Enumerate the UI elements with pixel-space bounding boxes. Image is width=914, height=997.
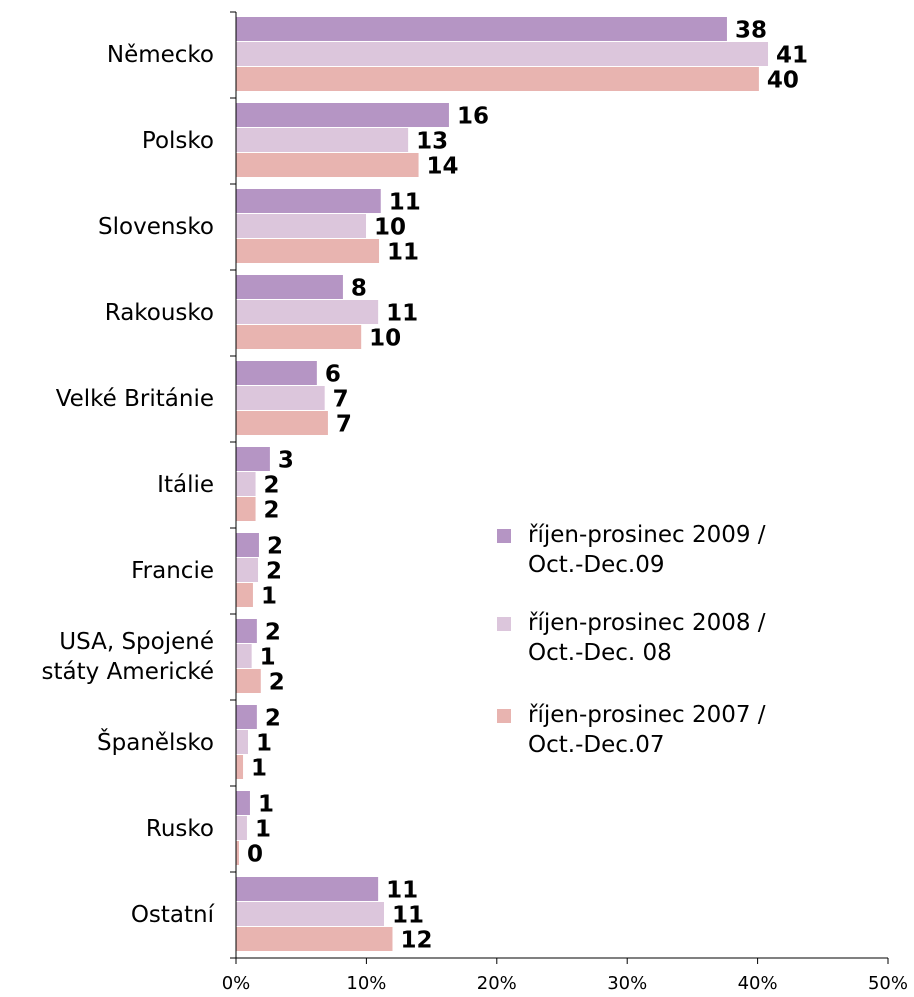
value-label: 10 — [369, 326, 401, 352]
bar — [236, 472, 256, 496]
category-label: Itálie — [157, 472, 214, 498]
value-label: 40 — [767, 68, 799, 94]
legend-label: říjen-prosinec 2008 / Oct.-Dec. 08 — [528, 610, 766, 666]
value-label: 2 — [269, 670, 285, 696]
value-label: 6 — [325, 362, 341, 388]
bar — [236, 497, 256, 521]
bar — [236, 128, 409, 152]
bar — [236, 386, 325, 410]
value-label: 7 — [333, 387, 349, 413]
x-tick-label: 50% — [868, 973, 908, 994]
bar — [236, 67, 759, 91]
bar — [236, 411, 328, 435]
value-label: 1 — [256, 731, 272, 757]
legend-marker — [497, 529, 511, 543]
category-label: Polsko — [141, 128, 214, 154]
bar — [236, 669, 261, 693]
value-label: 14 — [427, 154, 459, 180]
value-label: 2 — [265, 706, 281, 732]
value-label: 1 — [261, 584, 277, 610]
value-label: 1 — [251, 756, 267, 782]
value-label: 1 — [260, 645, 276, 671]
bar — [236, 877, 379, 901]
legend-marker — [497, 709, 511, 723]
bar — [236, 189, 381, 213]
category-label: Německo — [106, 42, 214, 68]
bar — [236, 214, 367, 238]
category-label: Španělsko — [97, 730, 214, 756]
bar — [236, 730, 248, 754]
bar — [236, 902, 385, 926]
value-label: 1 — [258, 792, 274, 818]
value-label: 7 — [336, 412, 352, 438]
value-label: 13 — [416, 129, 448, 155]
x-tick-label: 20% — [477, 973, 517, 994]
value-label: 38 — [735, 18, 767, 44]
category-label: Slovensko — [98, 214, 214, 240]
value-label: 16 — [457, 104, 489, 130]
category-label: Francie — [131, 558, 214, 584]
bar — [236, 558, 259, 582]
bar — [236, 816, 247, 840]
value-label: 2 — [265, 620, 281, 646]
category-label: Rakousko — [104, 300, 214, 326]
x-tick-label: 40% — [738, 973, 778, 994]
legend-marker — [497, 617, 511, 631]
value-label: 11 — [386, 301, 418, 327]
bar — [236, 533, 259, 557]
category-label: Rusko — [145, 816, 214, 842]
bar — [236, 583, 253, 607]
value-label: 11 — [387, 240, 419, 266]
value-label: 12 — [400, 928, 432, 954]
bar — [236, 447, 270, 471]
value-label: 2 — [267, 534, 283, 560]
legend-label: říjen-prosinec 2007 / Oct.-Dec.07 — [528, 702, 766, 758]
x-tick-label: 10% — [346, 973, 386, 994]
bar — [236, 153, 419, 177]
legend-label: říjen-prosinec 2009 / Oct.-Dec.09 — [528, 522, 766, 578]
x-tick-label: 0% — [222, 973, 251, 994]
bar — [236, 325, 362, 349]
value-label: 2 — [264, 498, 280, 524]
bar — [236, 42, 769, 66]
value-label: 8 — [351, 276, 367, 302]
bar — [236, 841, 239, 865]
value-label: 41 — [776, 43, 808, 69]
bar — [236, 705, 257, 729]
category-label: Ostatní — [130, 902, 214, 928]
bar — [236, 791, 250, 815]
value-label: 0 — [247, 842, 263, 868]
value-label: 10 — [374, 215, 406, 241]
bar — [236, 755, 244, 779]
value-label: 3 — [278, 448, 294, 474]
bar — [236, 103, 449, 127]
value-label: 11 — [389, 190, 421, 216]
bar — [236, 275, 343, 299]
bar — [236, 300, 379, 324]
bar — [236, 619, 257, 643]
value-label: 2 — [266, 559, 282, 585]
bar — [236, 644, 252, 668]
value-label: 11 — [386, 878, 418, 904]
bar — [236, 361, 317, 385]
bar — [236, 927, 393, 951]
value-label: 2 — [264, 473, 280, 499]
category-label: Velké Británie — [55, 386, 214, 412]
category-label: USA, Spojené státy Americké — [41, 629, 214, 685]
x-tick-label: 30% — [607, 973, 647, 994]
bar — [236, 239, 380, 263]
value-label: 11 — [392, 903, 424, 929]
value-label: 1 — [255, 817, 271, 843]
bar — [236, 17, 727, 41]
